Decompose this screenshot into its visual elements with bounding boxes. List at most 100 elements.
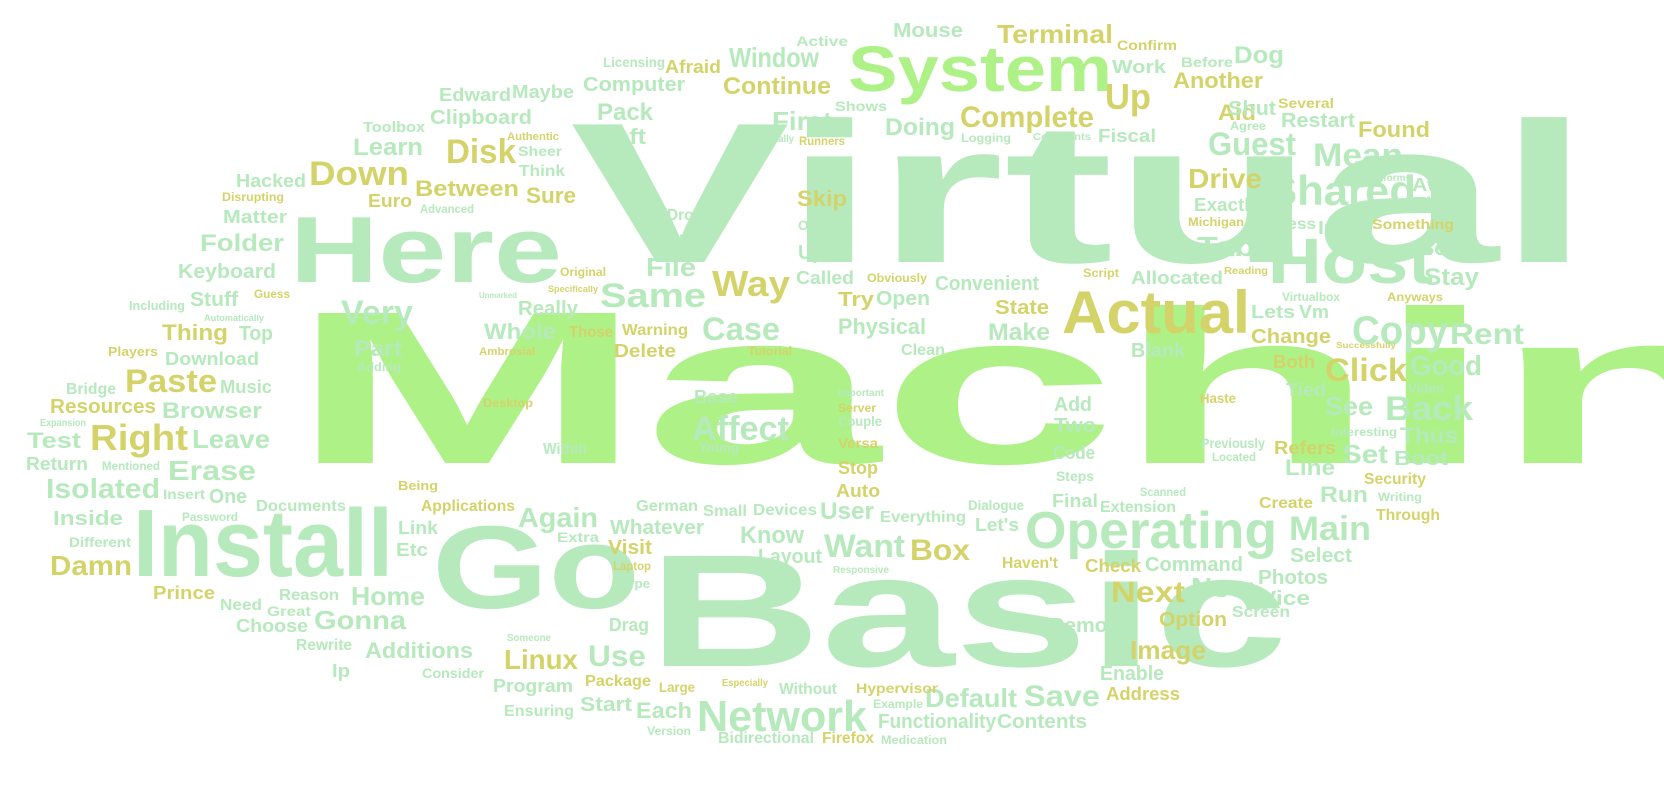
word-machine: Machine [290, 267, 1664, 510]
word-maybe: Maybe [512, 82, 574, 102]
word-work: Work [1112, 57, 1167, 77]
word-matter: Matter [223, 207, 287, 227]
word-continue: Continue [723, 73, 831, 100]
word-layout: Layout [758, 546, 822, 568]
word-photos: Photos [1258, 567, 1328, 589]
word-good: Good [1410, 350, 1482, 381]
word-vm: Vm [1299, 302, 1329, 322]
word-edward: Edward [439, 85, 511, 105]
word-versa: Versa [838, 435, 878, 451]
word-let-s: Let's [975, 515, 1019, 535]
word-authentic: Authentic [507, 131, 559, 143]
word-someone: Someone [507, 633, 551, 644]
word-start: Start [580, 694, 632, 716]
word-shared: Shared [1268, 167, 1416, 214]
word-check: Check [1085, 556, 1142, 576]
word-damn: Damn [50, 550, 132, 581]
word-refers: Refers [1274, 438, 1336, 458]
word-laptop: Laptop [613, 559, 651, 573]
word-runners: Runners [799, 134, 845, 148]
word-know: Know [740, 522, 804, 549]
word-clean: Clean [901, 342, 945, 359]
word-something: Something [1372, 216, 1454, 232]
word-access: Access [1256, 216, 1316, 233]
word-paste: Paste [125, 363, 217, 399]
word-base: Base [694, 387, 738, 407]
word-way: Way [712, 263, 790, 304]
word-make: Make [988, 319, 1050, 346]
word-called: Called [796, 268, 854, 288]
word-platforms: Platforms [1365, 173, 1411, 184]
word-couple: Couple [838, 413, 882, 429]
word-copy: Copy [1352, 309, 1449, 353]
word-comments: Comments [1033, 132, 1091, 143]
word-video: Video [1408, 380, 1444, 396]
word-reading: Reading [1224, 266, 1268, 277]
word-great: Great [267, 603, 311, 619]
word-run: Run [1320, 482, 1368, 507]
word-use: Use [588, 640, 646, 673]
word-scanned: Scanned [1140, 485, 1186, 499]
word-tied: Tied [1286, 380, 1326, 400]
word-input: Input [1318, 218, 1370, 238]
word-both: Both [1273, 352, 1315, 372]
word-previously: Previously [1201, 435, 1265, 451]
word-choose: Choose [236, 616, 308, 636]
word-state: State [995, 297, 1049, 319]
word-through: Through [1376, 507, 1440, 524]
word-address: Address [1106, 684, 1180, 704]
word-return: Return [26, 454, 88, 474]
word-thing: Thing [162, 320, 228, 345]
word-test: Test [27, 428, 82, 453]
word-security: Security [1364, 471, 1426, 488]
word-ambrosial: Ambrosial [479, 346, 535, 358]
word-link: Link [398, 518, 439, 538]
word-auto: Auto [836, 481, 880, 501]
word-disk: Disk [446, 133, 516, 171]
word-user: User [820, 498, 874, 525]
word-option: Option [1159, 609, 1227, 631]
word-code: Code [1053, 443, 1095, 463]
word-blank: Blank [1131, 340, 1186, 362]
word-first: First [772, 106, 832, 136]
word-anyways: Anyways [1387, 290, 1443, 304]
word-install: Install [133, 490, 393, 597]
word-young: Young [699, 439, 739, 455]
word-agree: Agree [1230, 119, 1266, 133]
word-remove: Remove [1049, 615, 1131, 637]
word-think: Think [519, 163, 565, 180]
word-consider: Consider [422, 665, 485, 681]
word-insert: Insert [163, 486, 205, 502]
word-output: Output [655, 229, 701, 245]
word-window: Window [729, 42, 819, 73]
word-left: Left [600, 124, 647, 149]
word-especially: Especially [722, 678, 768, 689]
word-hacked: Hacked [236, 171, 306, 191]
word-erase: Erase [168, 455, 256, 486]
word-version: Version [647, 724, 691, 738]
word-advanced: Advanced [420, 202, 474, 216]
word-firefox: Firefox [822, 730, 874, 747]
word-type: Type [620, 576, 650, 591]
word-really: Really [518, 298, 579, 320]
word-home: Home [351, 581, 425, 611]
word-drive: Drive [1188, 163, 1262, 194]
word-computer: Computer [583, 74, 685, 96]
word-click: Click [1325, 352, 1407, 388]
word-tab: Tab [1197, 231, 1255, 262]
word-including: Including [129, 298, 185, 313]
word-whole: Whole [484, 319, 556, 344]
word-mean: Mean [1313, 137, 1403, 173]
word-learn: Learn [353, 134, 423, 161]
word-located: Located [1212, 450, 1256, 464]
word-bidirectional: Bidirectional [718, 730, 814, 747]
word-desktop: Desktop [483, 396, 533, 410]
word-before: Before [1181, 54, 1233, 70]
word-optical: Optical [798, 217, 844, 233]
word-set: Set [1342, 439, 1388, 469]
word-bridge: Bridge [66, 381, 116, 398]
word-euro: Euro [368, 191, 412, 211]
word-down: Down [309, 155, 409, 193]
word-hypervisor: Hypervisor [856, 680, 939, 696]
